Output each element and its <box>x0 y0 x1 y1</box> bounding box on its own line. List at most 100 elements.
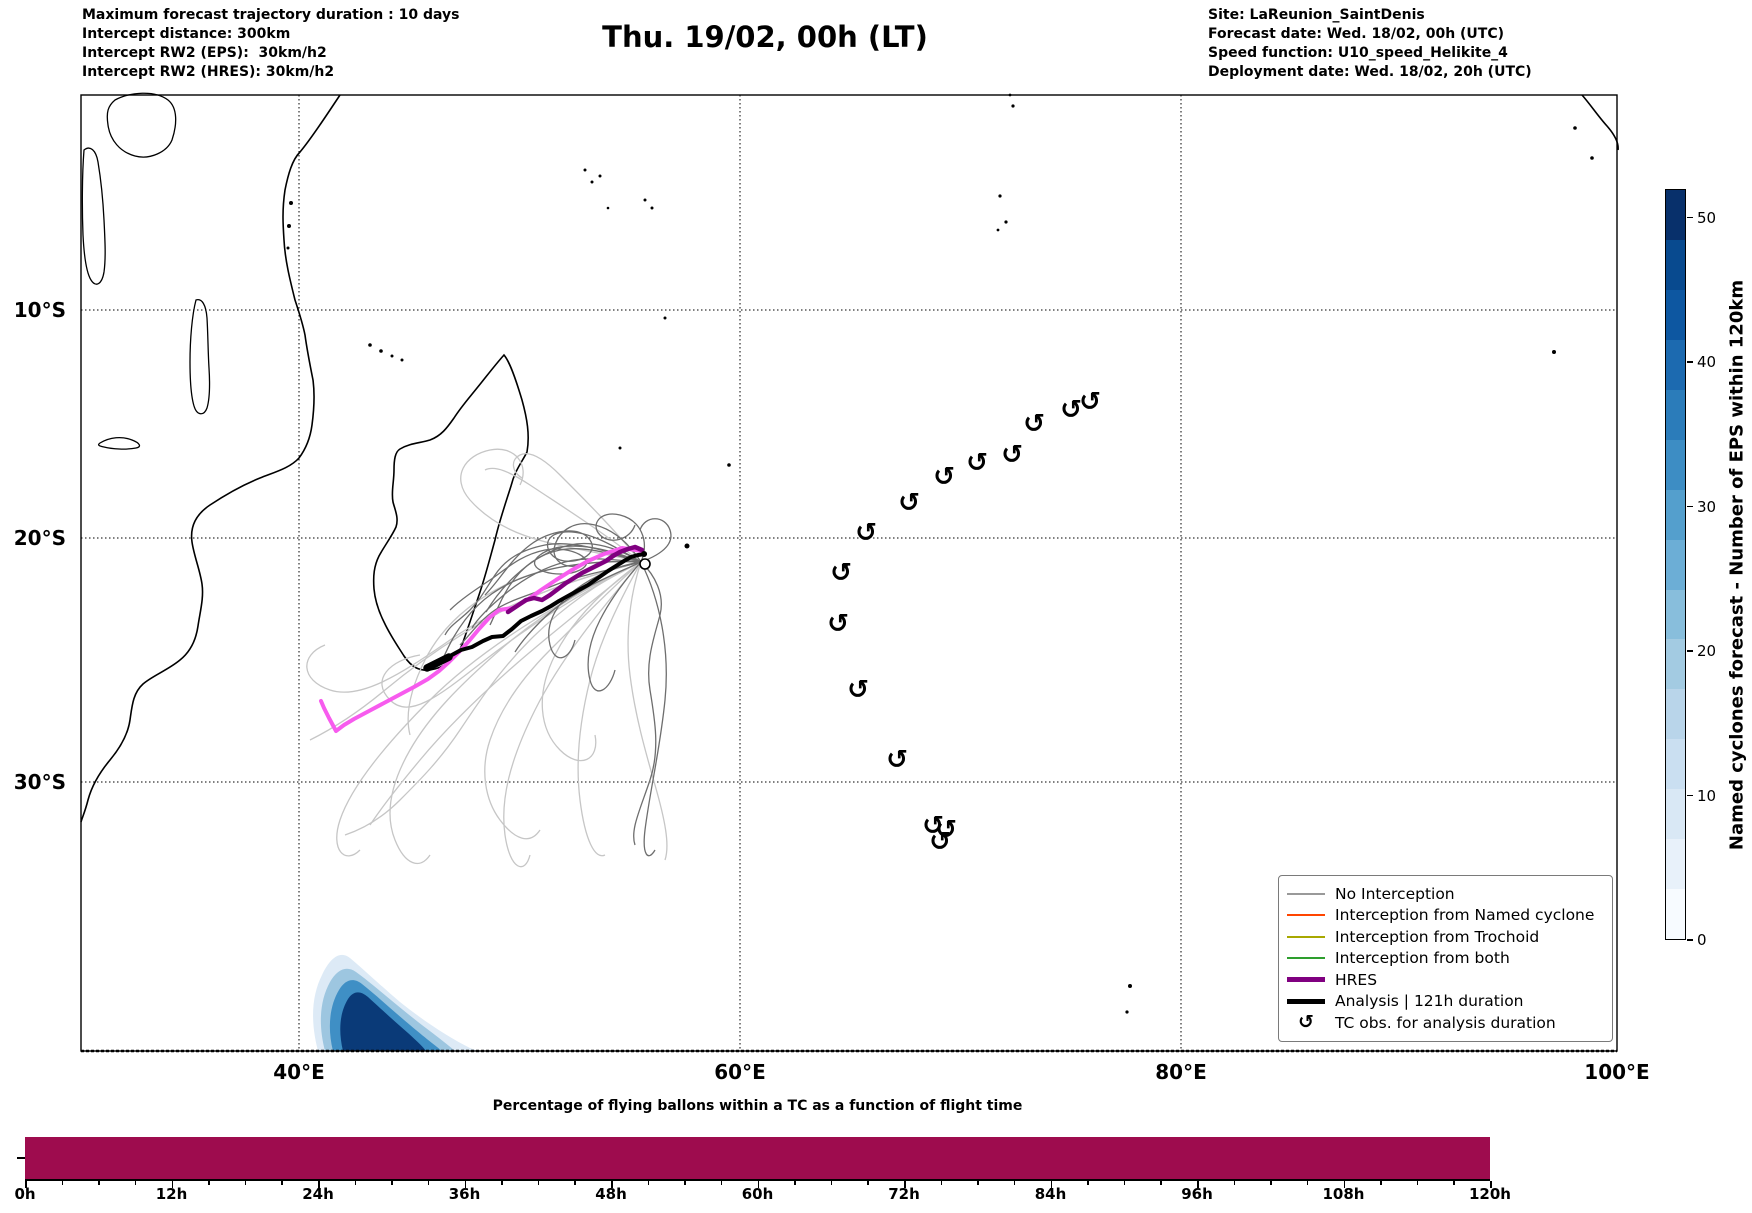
bottom-axis-tick <box>1490 1181 1492 1188</box>
bottom-axis-tick <box>867 1181 869 1185</box>
legend-line-sample <box>1287 914 1325 917</box>
eps-trajectory <box>633 561 662 846</box>
x-tick-label: 60°E <box>714 1060 766 1084</box>
eps-trajectory <box>439 560 642 666</box>
eps-trajectory-no-interception <box>369 561 642 826</box>
lake-outline <box>106 92 177 158</box>
island-dot <box>289 201 293 205</box>
legend: No Interception Interception from Named c… <box>1278 875 1613 1042</box>
intercept-rw2-hres-text: Intercept RW2 (HRES): 30km/h2 <box>82 64 335 80</box>
legend-line-sample <box>1287 957 1325 960</box>
island-dot <box>1125 1010 1129 1014</box>
bottom-axis-tick <box>904 1181 906 1188</box>
bottom-axis-tick <box>684 1181 686 1185</box>
site-text: Site: LaReunion_SaintDenis <box>1208 7 1425 23</box>
island-dot <box>998 194 1002 198</box>
island-dot <box>1004 220 1008 224</box>
island-dot <box>844 564 848 568</box>
tc-obs-symbol: ↺ <box>933 462 955 492</box>
bottom-chart-axis <box>25 1179 1490 1181</box>
legend-line-sample <box>1287 998 1325 1004</box>
intercept-rw2-eps-text: Intercept RW2 (EPS): 30km/h2 <box>82 45 327 61</box>
colorbar-band <box>1666 389 1685 440</box>
coastline <box>80 94 341 823</box>
tc-obs-symbol: ↺ <box>966 448 988 478</box>
legend-item-label: Interception from Named cyclone <box>1335 906 1595 925</box>
colorbar-band <box>1666 689 1685 740</box>
bottom-axis-tick-label: 96h <box>1181 1185 1213 1203</box>
island-dot <box>684 543 690 549</box>
island-dot <box>286 246 290 250</box>
island-dot <box>663 316 667 320</box>
legend-item-label: Analysis | 121h duration <box>1335 992 1524 1011</box>
legend-item-label: TC obs. for analysis duration <box>1335 1013 1556 1032</box>
legend-item-label: Interception from both <box>1335 949 1510 968</box>
tc-obs-symbol: ↺ <box>935 815 957 845</box>
legend-line-sample <box>1287 935 1325 938</box>
island-dot <box>379 349 383 353</box>
bottom-axis-tick-label: 12h <box>155 1185 188 1203</box>
coastline <box>372 353 529 671</box>
island-dot <box>1128 984 1132 988</box>
eps-trajectory-no-interception <box>541 561 642 762</box>
island-dot <box>996 228 1000 232</box>
legend-item: Analysis | 121h duration <box>1287 991 1604 1013</box>
bottom-axis-tick-label: 108h <box>1322 1185 1365 1203</box>
bottom-axis-tick <box>134 1181 137 1185</box>
bottom-axis-tick <box>98 1181 100 1185</box>
island-dot <box>643 198 647 202</box>
colorbar-label: Named cyclones forecast - Number of EPS … <box>1726 279 1748 851</box>
island-dot <box>650 206 654 210</box>
island-dot <box>368 343 372 347</box>
bottom-axis-tick <box>1160 1181 1162 1185</box>
colorbar-tick <box>1687 505 1693 508</box>
colorbar-tick-label: 10 <box>1697 786 1717 805</box>
bottom-axis-tick <box>427 1181 430 1185</box>
deployment-date-text: Deployment date: Wed. 18/02, 20h (UTC) <box>1208 64 1532 80</box>
bottom-axis-tick <box>1270 1181 1272 1185</box>
colorbar-tick <box>1687 361 1693 363</box>
eps-trajectory-no-interception <box>577 561 642 857</box>
eps-trajectory-no-interception <box>381 561 642 708</box>
colorbar-tick <box>1687 216 1693 219</box>
tc-obs-symbol: ↺ <box>1060 395 1082 425</box>
island-dot <box>1552 350 1556 354</box>
max-duration-text: Maximum forecast trajectory duration : 1… <box>82 7 460 23</box>
header-left-block: Maximum forecast trajectory duration : 1… <box>82 6 459 82</box>
island-dot <box>618 446 622 450</box>
bottom-axis-tick <box>1416 1181 1419 1185</box>
eps-trajectory <box>640 561 667 857</box>
lake-outline <box>97 436 141 450</box>
bottom-axis-tick <box>611 1181 613 1188</box>
legend-item: Interception from Trochoid <box>1287 926 1604 948</box>
tc-obs-symbol: ↺ <box>830 558 852 588</box>
x-tick-label: 100°E <box>1584 1060 1650 1084</box>
y-tick-label: 10°S <box>13 298 66 322</box>
eps-trajectory-no-interception <box>407 560 642 736</box>
intercept-distance-text: Intercept distance: 300km <box>82 26 291 42</box>
colorbar-band <box>1666 589 1685 640</box>
legend-item: Interception from both <box>1287 948 1604 970</box>
bottom-axis-tick-label: 60h <box>741 1185 774 1203</box>
eps-trajectory <box>595 513 645 563</box>
tc-obs-symbol: ↺ <box>886 745 908 775</box>
bottom-axis-tick <box>25 1181 27 1188</box>
bottom-axis-tick-label: 120h <box>1469 1185 1511 1203</box>
island-dot <box>598 174 602 178</box>
bottom-axis-tick <box>537 1181 540 1185</box>
bottom-axis-tick <box>1123 1181 1126 1185</box>
legend-item: Interception from Named cyclone <box>1287 905 1604 927</box>
bottom-axis-tick <box>1233 1181 1236 1185</box>
coastline <box>1581 94 1619 151</box>
page-title: Thu. 19/02, 00h (LT) <box>602 20 928 54</box>
eps-trajectory <box>484 530 642 596</box>
eps-trajectory-no-interception <box>512 453 642 563</box>
eps-trajectory-no-interception <box>344 561 642 836</box>
island-dot <box>606 206 610 210</box>
eps-trajectory <box>639 518 672 563</box>
bottom-axis-tick <box>1380 1181 1382 1185</box>
bottom-axis-tick <box>318 1181 320 1188</box>
bottom-axis-tick <box>354 1181 357 1185</box>
bottom-axis-tick <box>1050 1181 1052 1188</box>
